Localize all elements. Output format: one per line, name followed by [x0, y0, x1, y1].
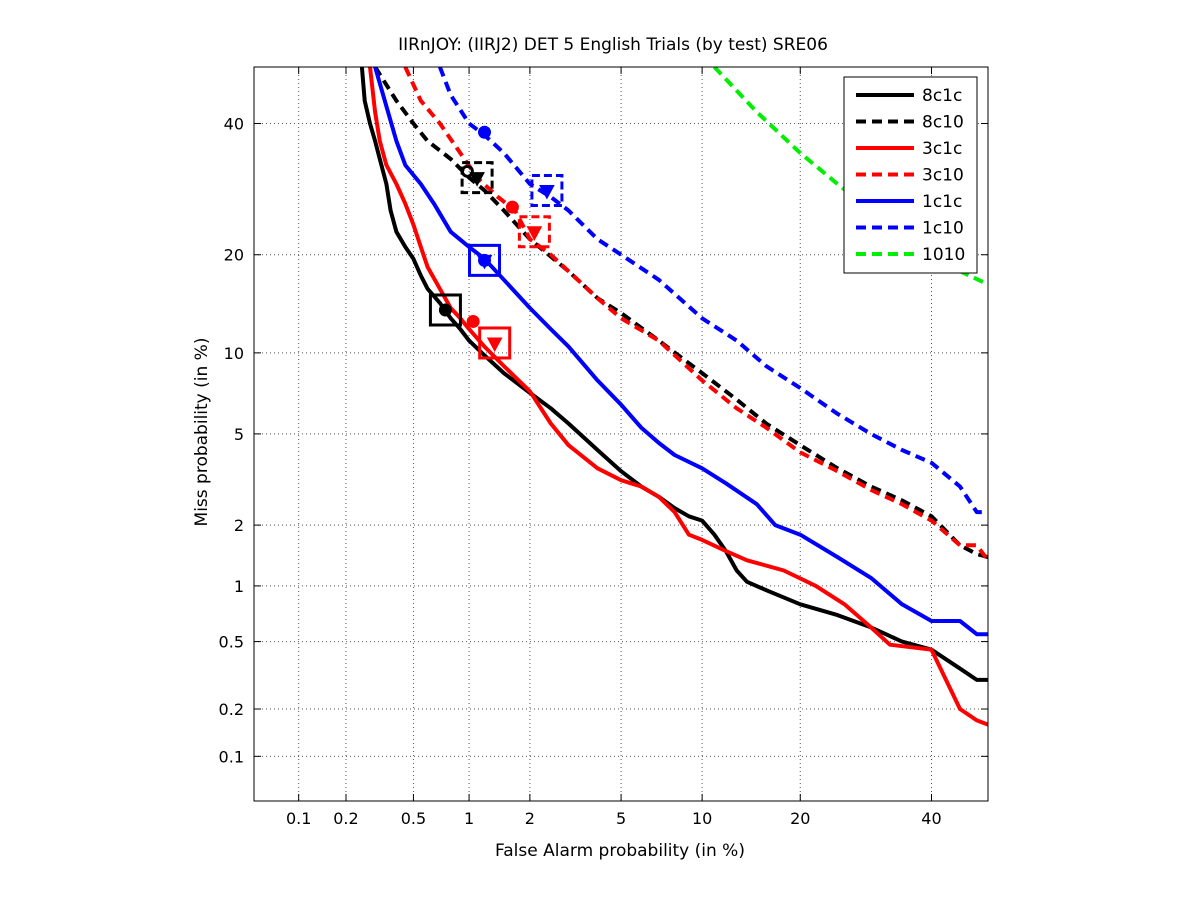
y-tick-label: 1 — [234, 577, 244, 596]
marker-triangle-8c10 — [469, 172, 485, 187]
y-tick-label: 5 — [234, 425, 244, 444]
series-line-3c1c — [368, 67, 988, 727]
legend-label-3c1c: 3c1c — [922, 139, 962, 159]
axis-ticks: 0.1 0.2 0.5 1 2 5 10 20 40 0.1 0.2 0.5 1 2 5 10 20 40 — [219, 67, 988, 828]
operating-point-markers — [428, 125, 564, 360]
series-line-1c10 — [438, 67, 988, 515]
marker-circle-8c1c — [438, 303, 452, 317]
y-tick-label: 2 — [234, 516, 244, 535]
marker-circle-3c10 — [505, 200, 519, 214]
marker-triangle-1c1c — [476, 254, 493, 270]
series-line-1c1c — [373, 67, 988, 637]
x-tick-label: 0.1 — [286, 809, 311, 828]
x-tick-label: 40 — [921, 809, 941, 828]
y-tick-label: 10 — [224, 344, 244, 363]
marker-square-8c10 — [460, 161, 494, 195]
legend: 8c1c 8c10 3c1c 3c10 1c1c 1c10 1010 — [843, 76, 978, 274]
legend-label-1010: 1010 — [922, 245, 965, 265]
legend-label-8c1c: 8c1c — [922, 86, 962, 106]
legend-label-1c10: 1c10 — [922, 219, 964, 239]
marker-square-3c10 — [517, 215, 551, 249]
marker-circle-1c10 — [478, 125, 492, 139]
series-lines — [359, 67, 988, 727]
marker-square-1c10 — [530, 173, 564, 207]
series-line-8c10 — [373, 67, 988, 560]
series-line-8c1c — [359, 67, 988, 682]
x-tick-label: 2 — [525, 809, 535, 828]
marker-square-3c1c — [478, 326, 512, 360]
legend-label-8c10: 8c10 — [922, 113, 964, 133]
y-tick-label: 20 — [224, 246, 244, 265]
marker-triangle-3c10 — [526, 226, 543, 241]
y-axis-label: Miss probability (in %) — [192, 338, 212, 527]
x-tick-label: 5 — [616, 809, 626, 828]
series-line-3c10 — [403, 67, 988, 562]
marker-square-1c1c — [468, 243, 502, 277]
marker-circle-3c1c — [466, 314, 480, 328]
y-tick-label: 0.1 — [219, 747, 244, 766]
y-tick-label: 0.2 — [219, 700, 244, 719]
legend-label-1c1c: 1c1c — [922, 192, 962, 212]
marker-square-8c1c — [428, 293, 462, 327]
marker-triangle-1c10 — [539, 184, 555, 200]
legend-label-3c10: 3c10 — [922, 166, 964, 186]
x-tick-label: 20 — [790, 809, 810, 828]
x-tick-label: 0.5 — [401, 809, 426, 828]
x-axis-label: False Alarm probability (in %) — [495, 841, 745, 861]
marker-triangle-3c1c — [486, 337, 503, 353]
chart-title: IIRnJOY: (IIRJ2) DET 5 English Trials (b… — [398, 35, 828, 55]
x-tick-label: 10 — [692, 809, 712, 828]
y-tick-label: 40 — [224, 115, 244, 134]
y-tick-label: 0.5 — [219, 633, 244, 652]
x-tick-label: 0.2 — [333, 809, 358, 828]
x-tick-label: 1 — [464, 809, 474, 828]
